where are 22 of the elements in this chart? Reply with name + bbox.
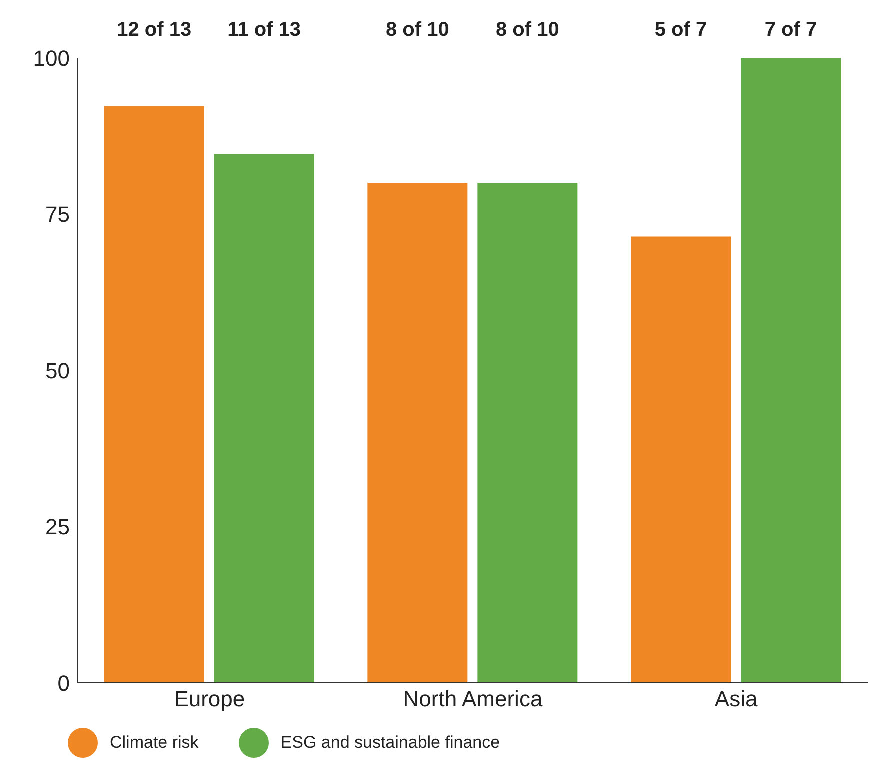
text: 8 of 10 [386, 19, 450, 41]
bar [631, 236, 731, 683]
text: 5 of 7 [654, 19, 708, 41]
legend-label: ESG and sustainable finance [280, 733, 500, 753]
x-tick-label: Asia [714, 686, 758, 712]
x-tick-label: North America [403, 686, 544, 712]
text: 11 of 13 [228, 19, 302, 41]
bar [104, 106, 204, 683]
x-tick-label: Europe [174, 686, 246, 712]
y-tick-label: 0 [58, 670, 70, 696]
text: 12 of 13 [117, 19, 192, 41]
y-tick-label: 25 [46, 514, 70, 540]
legend-label: Climate risk [110, 733, 199, 753]
bar [368, 183, 468, 683]
text: 8 of 10 [496, 19, 560, 41]
y-tick-label: 100 [33, 46, 70, 71]
bar [214, 154, 314, 683]
y-tick-label: 75 [46, 202, 70, 228]
bar [741, 58, 841, 683]
text: 7 of 7 [764, 19, 818, 41]
bar [478, 183, 578, 683]
y-tick-label: 50 [46, 358, 70, 384]
